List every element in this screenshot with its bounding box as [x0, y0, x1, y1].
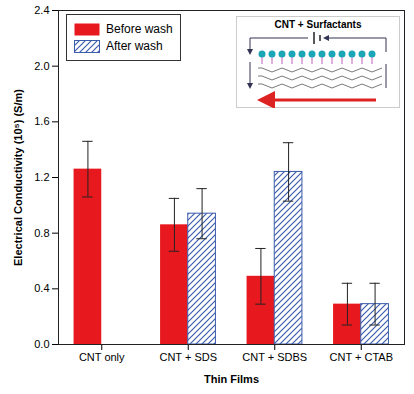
svg-text:0.4: 0.4 — [34, 282, 49, 294]
svg-text:CNT only: CNT only — [79, 351, 125, 363]
svg-text:0.0: 0.0 — [34, 338, 49, 350]
svg-text:0.8: 0.8 — [34, 227, 49, 239]
svg-text:1.2: 1.2 — [34, 171, 49, 183]
svg-text:CNT + CTAB: CNT + CTAB — [330, 351, 393, 363]
html-text:After wash: After wash — [106, 39, 163, 53]
svg-text:2.4: 2.4 — [34, 4, 49, 16]
html-text:Before wash: Before wash — [106, 22, 173, 36]
svg-text:CNT + Surfactants: CNT + Surfactants — [275, 19, 362, 30]
svg-text:1.6: 1.6 — [34, 115, 49, 127]
svg-text:CNT + SDS: CNT + SDS — [159, 351, 217, 363]
svg-text:2.0: 2.0 — [34, 60, 49, 72]
svg-text:CNT + SDBS: CNT + SDBS — [242, 351, 307, 363]
svg-text:Thin Films: Thin Films — [204, 373, 259, 385]
svg-text:Electrical Conductivity (10⁵): Electrical Conductivity (10⁵) (S/m) — [12, 89, 24, 266]
